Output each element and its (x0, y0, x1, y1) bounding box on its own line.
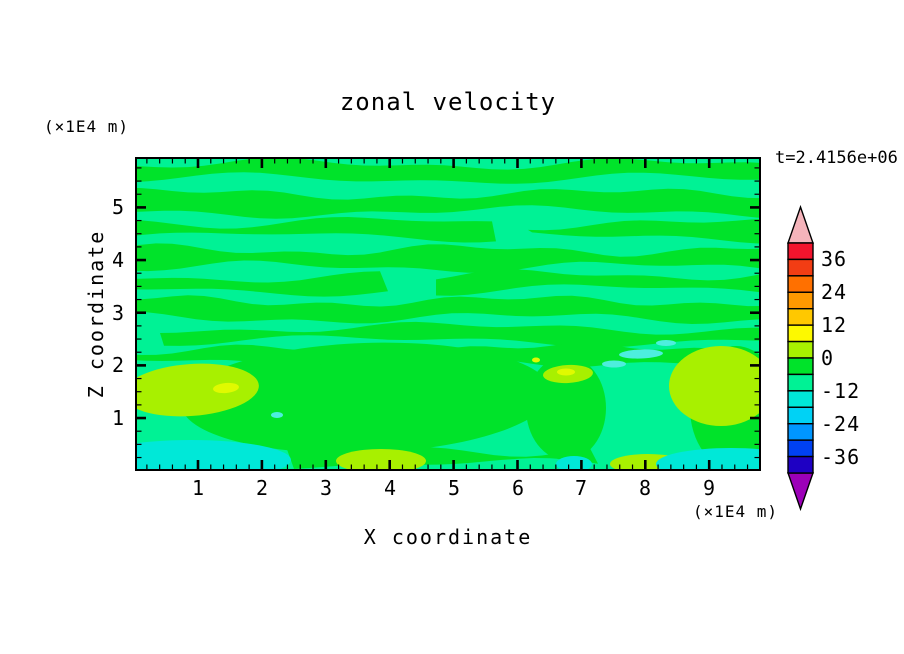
x-tick-label: 6 (511, 476, 525, 500)
colorbar-segment (787, 455, 814, 474)
colorbar-segment (787, 258, 814, 277)
contour-region-chartreuse (336, 449, 426, 470)
contour-region-cyan (271, 412, 283, 418)
colorbar-segment (787, 357, 814, 376)
z-tick-label: 4 (111, 248, 124, 272)
colorbar-segment (787, 439, 814, 458)
x-tick-label: 3 (319, 476, 333, 500)
colorbar-segment (787, 242, 814, 261)
x-tick-label: 9 (702, 476, 716, 500)
contour-region-turquoise (556, 456, 592, 470)
x-tick-label: 2 (255, 476, 269, 500)
axis-ticks (136, 158, 760, 470)
colorbar-segment (787, 390, 814, 408)
contour-band (136, 295, 760, 324)
colorbar-segment (787, 291, 814, 310)
contour-band (136, 188, 760, 219)
contour-band (528, 219, 760, 244)
contour-region-green (181, 342, 551, 454)
colorbar-label: 36 (821, 247, 848, 271)
z-tick-label: 5 (111, 195, 124, 219)
colorbar-segment (787, 275, 814, 293)
colorbar-under-arrow (787, 472, 814, 512)
contour-region-chartreuse (669, 346, 760, 426)
contour-region-chartreuse (136, 363, 259, 417)
colorbar-segment (787, 406, 814, 425)
x-tick-label: 8 (638, 476, 652, 500)
contour-region-yellow (532, 357, 540, 363)
x-tick-label: 4 (383, 476, 397, 500)
contour-region-yellow (213, 382, 239, 394)
contour-region-cyan (619, 349, 663, 359)
z-tick-label: 2 (111, 353, 124, 377)
colorbar-segment (787, 373, 814, 392)
time-annotation: t=2.4156e+06 (775, 148, 898, 168)
contour-region-turquoise (136, 440, 291, 470)
contour-band (436, 269, 760, 296)
colorbar (787, 204, 814, 512)
contour-region-cyan (656, 340, 676, 346)
contour-field (136, 158, 760, 470)
contour-band (136, 243, 760, 273)
x-tick-label: 7 (574, 476, 588, 500)
colorbar-segment (787, 308, 814, 326)
plot-title: zonal velocity (339, 88, 557, 116)
contour-band (160, 321, 760, 348)
colorbar-label: -12 (821, 379, 861, 403)
contour-region-green (526, 356, 606, 460)
contour-band (136, 217, 496, 243)
x-axis-unit-label: (×1E4 m) (692, 502, 778, 521)
z-axis-unit-label: (×1E4 m) (44, 117, 130, 136)
contour-region-yellow (557, 368, 575, 376)
colorbar-over-arrow (787, 204, 814, 244)
contour-region-turquoise (656, 448, 760, 470)
contour-band (136, 344, 322, 369)
colorbar-label: 12 (821, 313, 848, 337)
colorbar-segment (787, 340, 814, 359)
x-tick-label: 1 (191, 476, 205, 500)
contour-region-cyan (602, 360, 626, 368)
colorbar-label: -36 (821, 445, 861, 469)
colorbar-segment (787, 423, 814, 441)
z-tick-label: 3 (111, 301, 124, 325)
contour-band (136, 158, 760, 184)
contour-band (358, 342, 760, 368)
colorbar-label: 0 (821, 346, 835, 370)
x-tick-label: 5 (447, 476, 461, 500)
colorbar-label: -24 (821, 412, 861, 436)
x-axis-title: X coordinate (363, 525, 533, 549)
z-tick-label: 1 (111, 406, 124, 430)
colorbar-segment (787, 324, 814, 343)
colorbar-label: 24 (821, 280, 848, 304)
contour-band (136, 271, 388, 297)
